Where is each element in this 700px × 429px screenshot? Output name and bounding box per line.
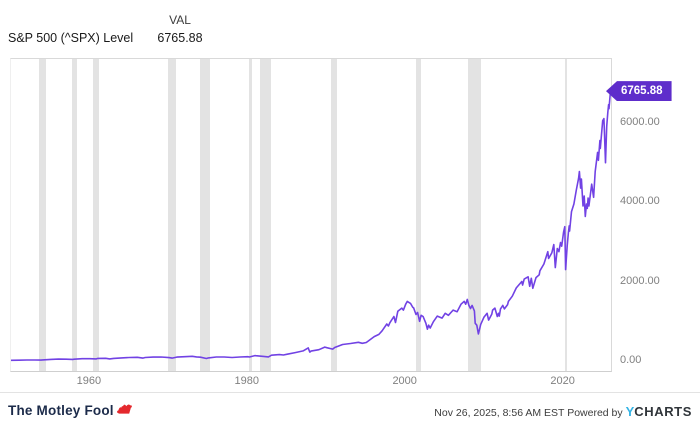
series-label: S&P 500 (^SPX) Level [8,31,134,45]
recession-band [331,59,337,371]
recession-band [260,59,271,371]
value-column-header: VAL [169,13,191,27]
timestamp: Nov 26, 2025, 8:56 AM EST [434,407,565,419]
recession-band [39,59,46,371]
jester-hat-icon [116,401,132,420]
recession-band [248,59,253,371]
recession-band [168,59,177,371]
y-tick-label: 0.00 [620,354,642,366]
ycharts-logo: YCHARTS [625,404,692,419]
value-tag: 6765.88 [606,81,672,102]
ycharts-logo-charts: CHARTS [634,404,692,419]
price-line-svg [11,91,611,362]
chart-header: VAL S&P 500 (^SPX) Level 6765.88 [0,0,700,58]
recession-band [199,59,211,371]
y-tick-label: 4000.00 [620,195,660,208]
y-tick-label: 2000.00 [620,274,660,287]
powered-by-label: Powered by [567,407,623,419]
plot-region [10,58,612,372]
recession-band [468,59,481,371]
x-tick-label: 1960 [76,375,102,387]
y-axis: 0.00 2000.00 4000.00 6000.00 [620,58,692,370]
footer: The Motley Fool Nov 26, 2025, 8:56 AM ES… [0,392,700,429]
recession-band [71,59,77,371]
motley-fool-logo-text: The Motley Fool [8,403,114,418]
y-tick-label: 6000.00 [620,115,660,128]
recession-band [415,59,421,371]
x-tick-label: 2020 [550,375,575,387]
series-current-value: 6765.88 [157,31,203,45]
price-line [11,91,611,362]
recession-band [565,59,567,371]
recession-band [92,59,100,371]
ycharts-logo-y: Y [625,404,635,419]
motley-fool-logo: The Motley Fool [8,401,132,420]
x-axis: 1960 1980 2000 2020 [10,375,610,391]
x-tick-label: 2000 [392,375,417,387]
x-tick-label: 1980 [234,375,260,387]
attribution-line: Nov 26, 2025, 8:56 AM EST Powered by YCH… [434,404,692,419]
